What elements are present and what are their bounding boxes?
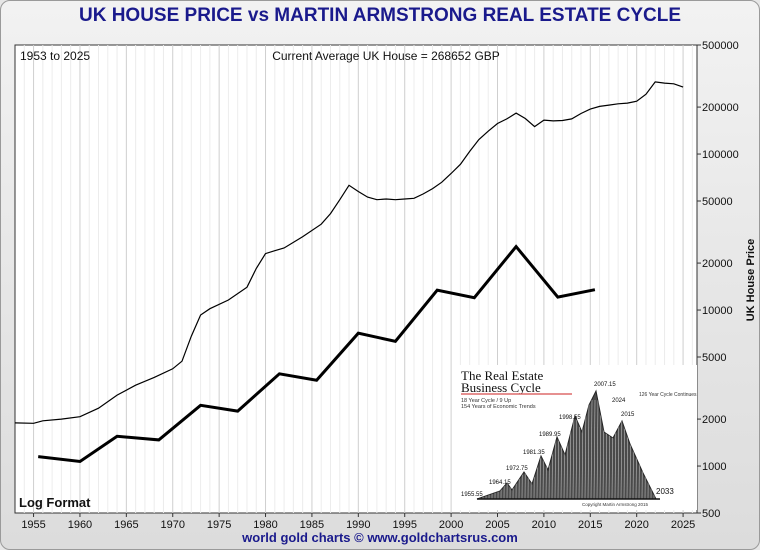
inset-peak-label: 1964.15	[489, 480, 511, 486]
x-tick-label-2005: 2005	[485, 519, 509, 531]
inset-stripe	[587, 399, 590, 499]
x-tick-label-1985: 1985	[300, 519, 324, 531]
date-range-label: 1953 to 2025	[20, 49, 90, 63]
inset-real-estate-cycle: The Real Estate Business Cycle 18 Year C…	[455, 365, 697, 510]
y-axis-ticks: 500 1000 2000 5000 10000 20000 50000 100000 2000…	[697, 40, 739, 520]
y-tick-label-5000: 5000	[702, 352, 726, 364]
x-tick-label-1965: 1965	[114, 519, 138, 531]
inset-stripe	[596, 399, 599, 499]
inset-stripe	[599, 399, 602, 499]
inset-right-note: 126 Year Cycle Continues	[639, 392, 697, 398]
y-tick-label-100000: 100000	[702, 149, 739, 161]
y-tick-label-200000: 200000	[702, 102, 739, 114]
inset-peak-label: 2007.15	[594, 382, 616, 388]
x-tick-label-1955: 1955	[21, 519, 45, 531]
log-format-label: Log Format	[19, 495, 91, 510]
y-tick-label-500000: 500000	[702, 40, 739, 52]
y-axis-title: UK House Price	[745, 239, 757, 322]
inset-peak-label: 2024	[612, 398, 626, 404]
y-tick-label-500: 500	[702, 508, 720, 520]
x-tick-label-1960: 1960	[68, 519, 92, 531]
inset-peak-label: 2015	[621, 412, 635, 418]
series-line-armstrong-cycle	[38, 244, 596, 464]
footer-credit: world gold charts © www.goldchartsrus.co…	[242, 530, 518, 545]
inset-peak-label: 1972.75	[506, 466, 528, 472]
y-tick-label-1000: 1000	[702, 461, 726, 473]
x-tick-label-2000: 2000	[439, 519, 463, 531]
inset-subtitle-1: 18 Year Cycle / 9 Up	[461, 398, 511, 404]
page-title: UK HOUSE PRICE vs MARTIN ARMSTRONG REAL …	[78, 5, 682, 26]
inset-peak-label: 1998.55	[559, 415, 581, 421]
x-tick-label-1990: 1990	[346, 519, 370, 531]
x-tick-label-1995: 1995	[392, 519, 416, 531]
inset-peak-label: 1981.35	[523, 450, 545, 456]
inset-end-label: 2033	[656, 487, 674, 496]
inset-stripe	[590, 399, 593, 499]
x-tick-label-2010: 2010	[532, 519, 556, 531]
inset-peak-label: 1989.95	[539, 432, 561, 438]
inset-stripe	[593, 399, 596, 499]
x-tick-label-1975: 1975	[207, 519, 231, 531]
current-price-label: Current Average UK House = 268652 GBP	[272, 49, 500, 63]
inset-subtitle-2: 154 Years of Economic Trends	[461, 404, 536, 410]
x-tick-label-2020: 2020	[624, 519, 648, 531]
inset-title-1: The Real Estate	[461, 368, 544, 383]
x-axis-ticks: 1955 1960 1965 1970 1975 1980 1985 1990 1995 2000…	[21, 513, 695, 531]
y-tick-label-50000: 50000	[702, 196, 733, 208]
y-tick-label-10000: 10000	[702, 305, 733, 317]
inset-peak-label: 1955.55	[461, 492, 483, 498]
x-tick-label-1970: 1970	[160, 519, 184, 531]
x-tick-label-1980: 1980	[253, 519, 277, 531]
x-tick-label-2025: 2025	[671, 519, 695, 531]
x-tick-label-2015: 2015	[578, 519, 602, 531]
inset-title-2: Business Cycle	[461, 380, 541, 395]
inset-credit: Copyright Martin Armstrong 2015	[582, 502, 649, 507]
y-tick-label-20000: 20000	[702, 258, 733, 270]
y-tick-label-2000: 2000	[702, 414, 726, 426]
inset-peak-labels: 1955.55 1964.15 1972.75 1981.35 1989.95 1998.…	[461, 382, 635, 498]
series-line-uk-house-price	[14, 81, 684, 424]
